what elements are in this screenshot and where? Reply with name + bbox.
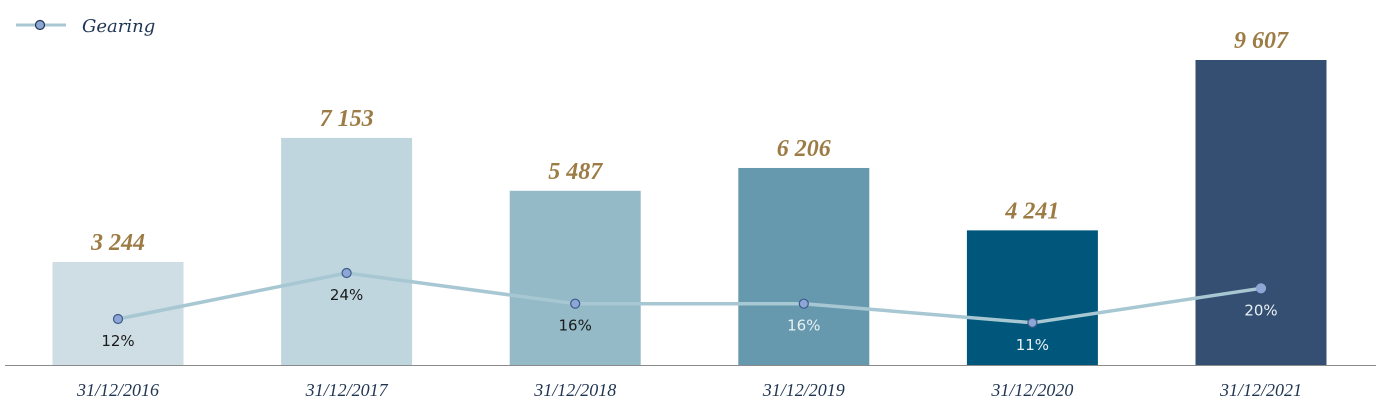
gearing-marker-2 — [570, 298, 581, 309]
legend: Gearing — [16, 16, 155, 37]
gearing-marker-5 — [1255, 283, 1267, 294]
legend-label-gearing: Gearing — [82, 16, 155, 37]
bar-4 — [966, 230, 1098, 365]
gearing-value-label-3: 16% — [787, 317, 820, 335]
x-tick-label-1: 31/12/2017 — [305, 380, 389, 400]
x-tick-label-4: 31/12/2020 — [990, 380, 1073, 400]
x-tick-label-5: 31/12/2021 — [1219, 380, 1302, 400]
bar-1 — [281, 137, 413, 365]
bar-5 — [1195, 60, 1327, 365]
bar-3 — [738, 167, 870, 365]
bar-value-label-4: 4 241 — [1004, 198, 1059, 224]
gearing-value-label-4: 11% — [1016, 336, 1049, 354]
gearing-marker-3 — [798, 298, 809, 309]
gearing-line — [117, 271, 1262, 325]
gearing-value-label-1: 24% — [330, 286, 363, 304]
gearing-marker-4 — [1027, 317, 1038, 328]
legend-marker-swatch — [34, 19, 46, 31]
gearing-markers — [112, 267, 1267, 328]
x-tick-labels: 31/12/2016 31/12/2017 31/12/2018 31/12/2019… — [76, 380, 1302, 400]
bar-0 — [52, 262, 184, 365]
bar-value-label-3: 6 206 — [777, 136, 831, 162]
x-tick-label-3: 31/12/2019 — [762, 380, 845, 400]
x-tick-label-0: 31/12/2016 — [76, 380, 159, 400]
bar-value-label-5: 9 607 — [1234, 28, 1289, 54]
bar-value-label-1: 7 153 — [320, 106, 374, 132]
bar-2 — [509, 190, 641, 365]
bar-value-label-2: 5 487 — [548, 159, 603, 185]
bar-value-labels: 3 244 7 153 5 487 6 206 4 241 9 607 — [90, 28, 1289, 256]
gearing-value-label-5: 20% — [1244, 301, 1277, 319]
gearing-value-label-0: 12% — [101, 332, 134, 350]
gearing-value-label-2: 16% — [559, 317, 592, 335]
gearing-value-labels: 12% 24% 16% 16% 11% 20% — [101, 286, 1277, 354]
bars — [52, 60, 1327, 365]
x-tick-label-2: 31/12/2018 — [533, 380, 616, 400]
bar-value-label-0: 3 244 — [90, 230, 145, 256]
gearing-marker-0 — [112, 313, 124, 325]
gearing-marker-1 — [341, 267, 352, 279]
